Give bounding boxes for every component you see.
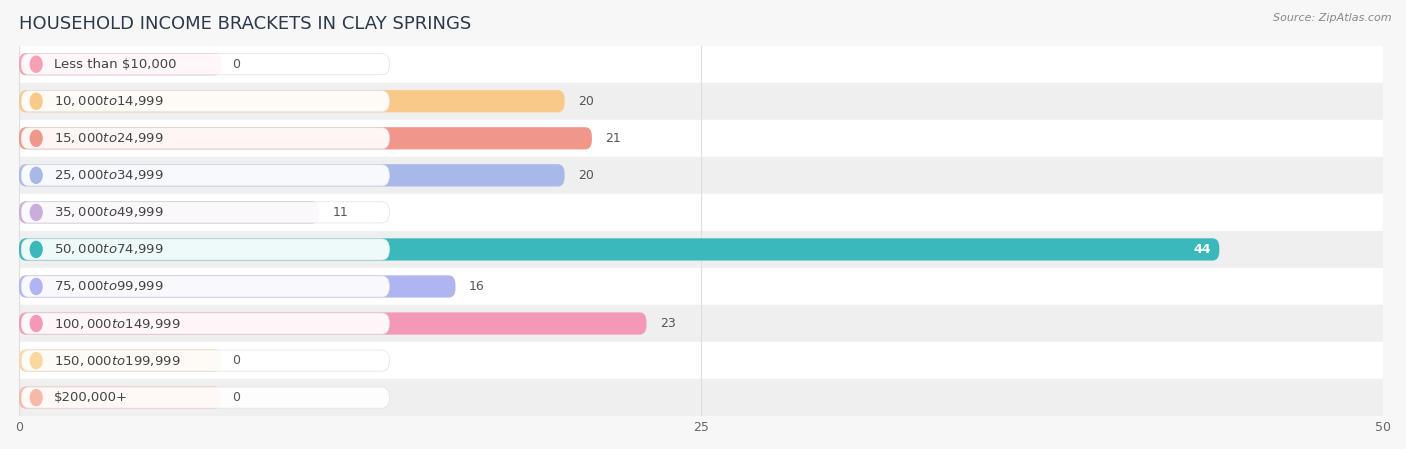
FancyBboxPatch shape bbox=[20, 53, 222, 75]
Circle shape bbox=[31, 93, 42, 109]
Bar bbox=[20, 379, 1384, 416]
FancyBboxPatch shape bbox=[21, 313, 389, 334]
Bar bbox=[20, 83, 1384, 120]
FancyBboxPatch shape bbox=[21, 350, 389, 371]
Text: $200,000+: $200,000+ bbox=[53, 391, 128, 404]
Text: Source: ZipAtlas.com: Source: ZipAtlas.com bbox=[1274, 13, 1392, 23]
Text: $150,000 to $199,999: $150,000 to $199,999 bbox=[53, 353, 180, 368]
Bar bbox=[20, 231, 1384, 268]
Bar bbox=[20, 46, 1384, 83]
Text: 20: 20 bbox=[578, 95, 595, 108]
FancyBboxPatch shape bbox=[21, 91, 389, 112]
FancyBboxPatch shape bbox=[20, 201, 319, 224]
FancyBboxPatch shape bbox=[20, 90, 565, 112]
Bar bbox=[20, 157, 1384, 194]
Bar bbox=[20, 268, 1384, 305]
Text: Less than $10,000: Less than $10,000 bbox=[53, 57, 176, 70]
FancyBboxPatch shape bbox=[20, 238, 1219, 260]
Text: 23: 23 bbox=[659, 317, 676, 330]
Text: 11: 11 bbox=[333, 206, 349, 219]
Circle shape bbox=[31, 390, 42, 405]
Text: 16: 16 bbox=[470, 280, 485, 293]
Circle shape bbox=[31, 278, 42, 295]
Circle shape bbox=[31, 204, 42, 220]
Text: 0: 0 bbox=[232, 57, 240, 70]
Text: $75,000 to $99,999: $75,000 to $99,999 bbox=[53, 279, 163, 294]
Circle shape bbox=[31, 316, 42, 331]
FancyBboxPatch shape bbox=[20, 349, 222, 372]
Text: $50,000 to $74,999: $50,000 to $74,999 bbox=[53, 242, 163, 256]
Circle shape bbox=[31, 352, 42, 369]
Circle shape bbox=[31, 56, 42, 72]
Circle shape bbox=[31, 130, 42, 146]
Circle shape bbox=[31, 167, 42, 183]
FancyBboxPatch shape bbox=[21, 202, 389, 223]
FancyBboxPatch shape bbox=[20, 127, 592, 150]
Text: $15,000 to $24,999: $15,000 to $24,999 bbox=[53, 131, 163, 145]
FancyBboxPatch shape bbox=[21, 128, 389, 149]
Text: 0: 0 bbox=[232, 391, 240, 404]
Bar bbox=[20, 194, 1384, 231]
Text: $100,000 to $149,999: $100,000 to $149,999 bbox=[53, 317, 180, 330]
FancyBboxPatch shape bbox=[20, 387, 222, 409]
FancyBboxPatch shape bbox=[20, 164, 565, 186]
Text: 21: 21 bbox=[606, 132, 621, 145]
Bar bbox=[20, 120, 1384, 157]
Text: 0: 0 bbox=[232, 354, 240, 367]
Text: $10,000 to $14,999: $10,000 to $14,999 bbox=[53, 94, 163, 108]
Text: $25,000 to $34,999: $25,000 to $34,999 bbox=[53, 168, 163, 182]
Text: 20: 20 bbox=[578, 169, 595, 182]
Bar bbox=[20, 342, 1384, 379]
FancyBboxPatch shape bbox=[21, 53, 389, 75]
Bar bbox=[20, 305, 1384, 342]
FancyBboxPatch shape bbox=[20, 313, 647, 335]
FancyBboxPatch shape bbox=[21, 165, 389, 186]
FancyBboxPatch shape bbox=[21, 276, 389, 297]
FancyBboxPatch shape bbox=[20, 275, 456, 298]
FancyBboxPatch shape bbox=[21, 387, 389, 408]
Circle shape bbox=[31, 242, 42, 257]
FancyBboxPatch shape bbox=[21, 239, 389, 260]
Text: 44: 44 bbox=[1194, 243, 1211, 256]
Text: $35,000 to $49,999: $35,000 to $49,999 bbox=[53, 205, 163, 220]
Text: HOUSEHOLD INCOME BRACKETS IN CLAY SPRINGS: HOUSEHOLD INCOME BRACKETS IN CLAY SPRING… bbox=[20, 15, 471, 33]
